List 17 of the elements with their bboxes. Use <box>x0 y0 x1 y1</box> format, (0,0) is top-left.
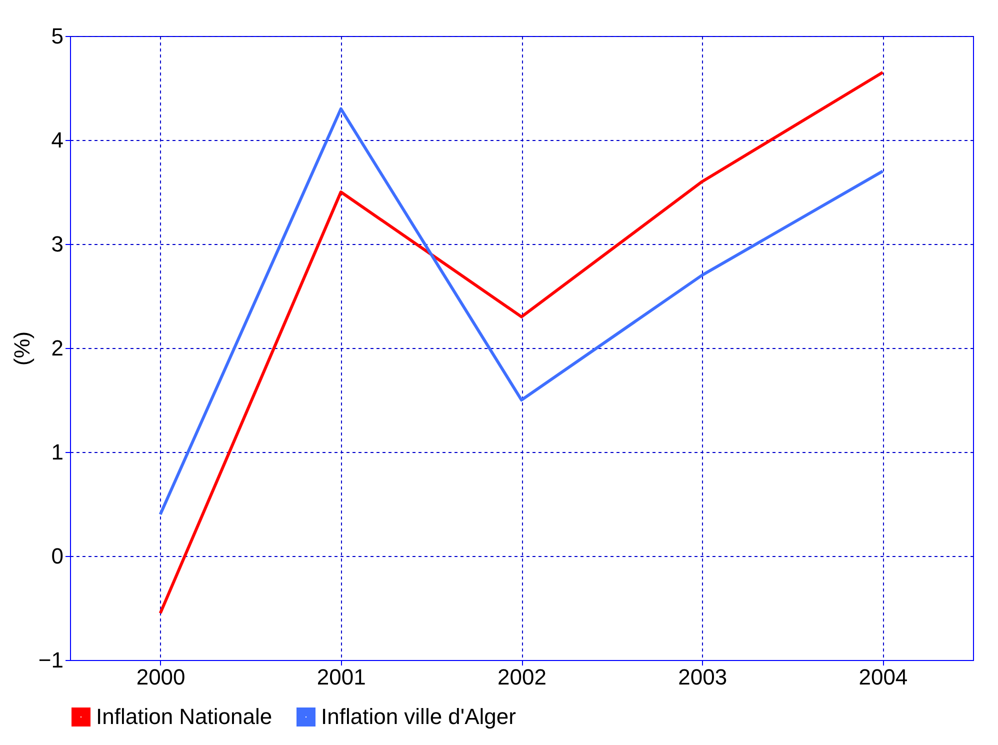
legend-label: Inflation ville d'Alger <box>321 704 516 729</box>
y-tick-label: 5 <box>51 24 64 48</box>
y-tick-label: 0 <box>51 544 64 568</box>
x-tick-label: 2004 <box>858 664 908 690</box>
y-tick-label: 1 <box>51 440 64 464</box>
x-tick-label: 2003 <box>678 664 728 690</box>
line-series <box>158 107 884 516</box>
y-tick-label: 2 <box>51 336 64 360</box>
x-tick-label: 2001 <box>316 664 366 690</box>
x-tick-label: 2000 <box>136 664 186 690</box>
y-tick-label: 3 <box>51 232 64 256</box>
y-tick-label: 4 <box>51 128 64 152</box>
legend-label: Inflation Nationale <box>96 704 272 729</box>
line-series <box>158 70 884 615</box>
y-tick-label: −1 <box>38 648 64 672</box>
x-tick-label: 2002 <box>498 664 546 690</box>
y-axis-title: (%) <box>9 331 34 366</box>
